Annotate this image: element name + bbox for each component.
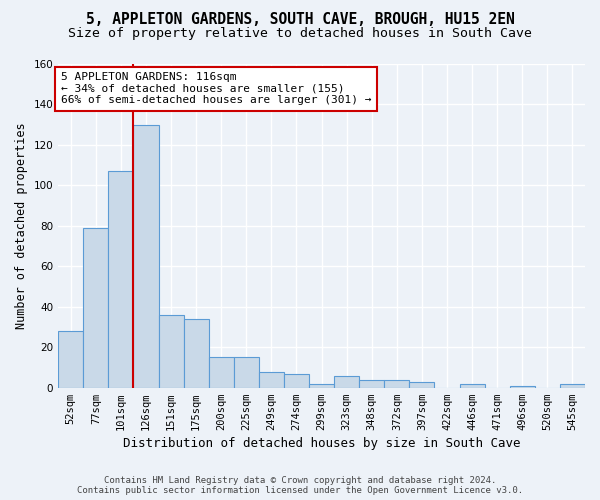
Text: Contains HM Land Registry data © Crown copyright and database right 2024.
Contai: Contains HM Land Registry data © Crown c… <box>77 476 523 495</box>
Bar <box>359 380 385 388</box>
Bar <box>460 384 485 388</box>
Bar <box>510 386 535 388</box>
Bar <box>109 171 133 388</box>
Bar <box>234 358 259 388</box>
Bar <box>309 384 334 388</box>
Bar <box>560 384 585 388</box>
Bar <box>158 315 184 388</box>
Text: Size of property relative to detached houses in South Cave: Size of property relative to detached ho… <box>68 28 532 40</box>
Bar <box>209 358 234 388</box>
Bar <box>409 382 434 388</box>
X-axis label: Distribution of detached houses by size in South Cave: Distribution of detached houses by size … <box>123 437 520 450</box>
Bar <box>259 372 284 388</box>
Bar <box>83 228 109 388</box>
Bar <box>184 319 209 388</box>
Bar <box>334 376 359 388</box>
Y-axis label: Number of detached properties: Number of detached properties <box>15 122 28 329</box>
Bar <box>58 331 83 388</box>
Bar <box>284 374 309 388</box>
Bar <box>133 124 158 388</box>
Text: 5, APPLETON GARDENS, SOUTH CAVE, BROUGH, HU15 2EN: 5, APPLETON GARDENS, SOUTH CAVE, BROUGH,… <box>86 12 514 28</box>
Text: 5 APPLETON GARDENS: 116sqm
← 34% of detached houses are smaller (155)
66% of sem: 5 APPLETON GARDENS: 116sqm ← 34% of deta… <box>61 72 371 106</box>
Bar <box>385 380 409 388</box>
